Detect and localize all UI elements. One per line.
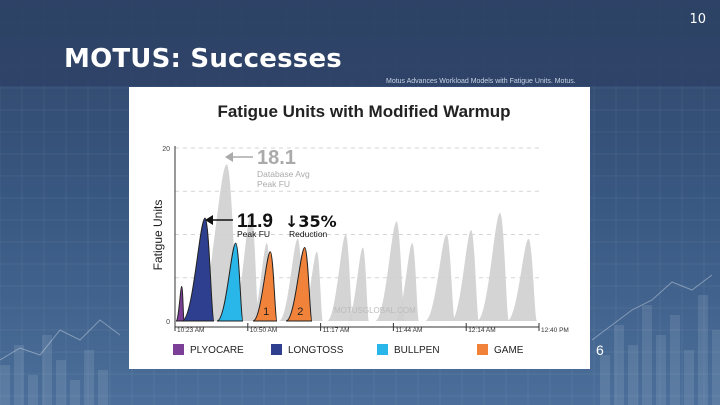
reference-peak [425, 234, 455, 321]
legend-label-plyocare: PLYOCARE [190, 345, 244, 356]
bg-trend-line [0, 319, 121, 361]
y-tick-label: 0 [166, 319, 170, 326]
reference-peak [327, 234, 353, 321]
source-citation: Motus Advances Workload Models with Fati… [386, 78, 576, 85]
reference-peak [375, 221, 405, 321]
bg-bar [670, 315, 680, 405]
legend-swatch-bullpen [377, 344, 388, 355]
reference-peak [395, 243, 419, 321]
x-tick-label: 10:23 AM [177, 327, 204, 334]
legend-label-game: GAME [494, 345, 524, 356]
legend-swatch-game [477, 344, 488, 355]
bg-bar [684, 350, 694, 405]
series-peak-plyocare [175, 285, 185, 322]
x-tick-label: 11:17 AM [323, 327, 350, 334]
legend-swatch-plyocare [173, 344, 184, 355]
bg-bar [42, 335, 52, 405]
bg-bar [628, 345, 638, 405]
database-avg-label: Database Avg [257, 169, 310, 179]
x-tick-label: 12:14 AM [468, 327, 495, 334]
bg-trend-line [591, 274, 713, 341]
bg-bar [28, 375, 38, 405]
legend-label-longtoss: LONGTOSS [288, 345, 344, 356]
bg-bar [14, 345, 24, 405]
y-tick-label: 20 [162, 146, 170, 153]
reference-peak [451, 230, 479, 321]
reference-peak [301, 251, 323, 321]
bg-bar [56, 360, 66, 405]
slide-number: 10 [689, 12, 706, 27]
reduction-value: ↓35% [285, 212, 337, 231]
fatigue-chart: Fatigue Units with Modified Warmup Fatigu… [151, 102, 569, 356]
header-band [0, 0, 720, 86]
bg-bar [600, 355, 610, 405]
legend-label-bullpen: BULLPEN [394, 345, 440, 356]
reference-peak [477, 212, 509, 321]
slide-title: MOTUS: Successes [64, 44, 342, 74]
bg-bar [614, 325, 624, 405]
legend-swatch-longtoss [271, 344, 282, 355]
series-peak-game [285, 246, 313, 322]
reduction-label: Reduction [289, 229, 328, 239]
x-tick-label: 12:40 PM [541, 327, 569, 334]
series-peak-bullpen [216, 242, 244, 322]
bg-bar [70, 380, 80, 405]
x-tick-label: 11:44 AM [395, 327, 422, 334]
peak-arrowhead [205, 215, 213, 225]
bg-bar [712, 330, 720, 405]
reference-peak [507, 238, 537, 321]
chart-title: Fatigue Units with Modified Warmup [217, 102, 510, 121]
series-peak-game [252, 251, 278, 322]
inning-label: 1 [263, 306, 269, 318]
database-avg-value: 18.1 [257, 147, 296, 169]
watermark: MOTUSGLOBAL.COM [334, 306, 416, 315]
bg-bar [84, 350, 94, 405]
side-number: 6 [596, 342, 604, 358]
reference-peak [347, 247, 369, 321]
bg-bar [656, 335, 666, 405]
chart-card: Fatigue Units with Modified Warmup Fatigu… [129, 87, 590, 369]
series-peak-longtoss [181, 217, 215, 322]
inning-label: 2 [297, 306, 303, 318]
bg-bar [98, 370, 108, 405]
reference-peak [231, 212, 259, 321]
peak-label: Peak FU [237, 229, 270, 239]
x-tick-label: 10:50 AM [250, 327, 277, 334]
database-avg-sublabel: Peak FU [257, 179, 290, 189]
y-axis-label: Fatigue Units [151, 200, 165, 271]
bg-bar [642, 305, 652, 405]
peak-value: 11.9 [237, 211, 273, 232]
database-avg-arrowhead [225, 152, 233, 162]
bg-bar [698, 295, 708, 405]
bg-bar [0, 365, 10, 405]
